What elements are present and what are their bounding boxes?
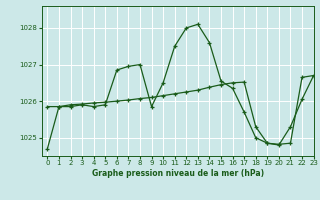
X-axis label: Graphe pression niveau de la mer (hPa): Graphe pression niveau de la mer (hPa) [92, 169, 264, 178]
